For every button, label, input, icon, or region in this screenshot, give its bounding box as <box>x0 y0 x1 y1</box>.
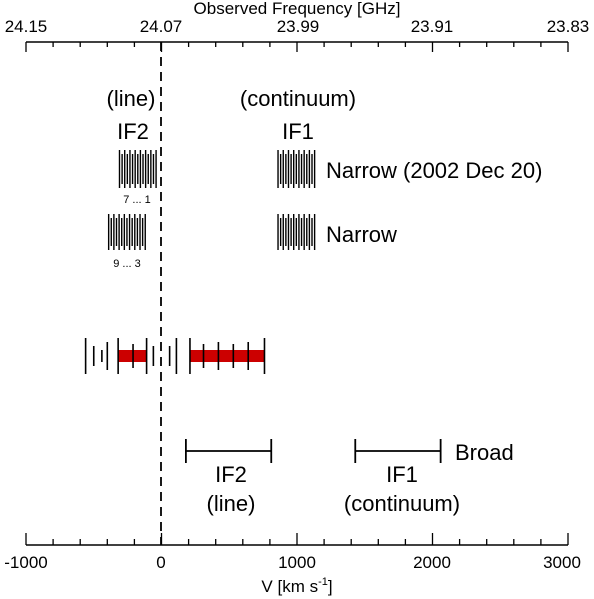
top-axis: Observed Frequency [GHz] 24.15 24.07 23.… <box>5 0 590 52</box>
bottom-axis-title-end: ] <box>328 577 333 596</box>
channel-range-label: 7 ... 1 <box>123 194 151 206</box>
label-if1-top: IF1 <box>282 119 314 144</box>
top-tick-label: 24.15 <box>5 17 48 36</box>
channel-range-label: 9 ... 3 <box>113 258 141 270</box>
bottom-tick-label: 2000 <box>413 553 451 572</box>
label-narrow-2002: Narrow (2002 Dec 20) <box>326 158 542 183</box>
sampled-channels-row <box>84 338 266 374</box>
label-if2-bottom: IF2 <box>215 462 247 487</box>
top-tick-label: 23.83 <box>547 17 590 36</box>
label-line-top: (line) <box>107 86 156 111</box>
top-tick-label: 24.07 <box>140 17 183 36</box>
narrow-row <box>107 214 316 250</box>
label-continuum-bottom: (continuum) <box>344 491 460 516</box>
bottom-axis-title-main: V [km s <box>261 577 318 596</box>
label-if2-top: IF2 <box>117 119 149 144</box>
highlighted-band <box>189 350 265 362</box>
label-narrow: Narrow <box>326 222 397 247</box>
label-line-bottom: (line) <box>207 491 256 516</box>
label-continuum-top: (continuum) <box>240 86 356 111</box>
top-axis-title: Observed Frequency [GHz] <box>194 0 401 18</box>
bottom-axis-title-sup: -1 <box>318 576 328 588</box>
label-broad: Broad <box>455 440 514 465</box>
bottom-tick-label: 1000 <box>278 553 316 572</box>
bottom-axis-ticks <box>25 533 569 545</box>
bottom-tick-label: -1000 <box>4 553 47 572</box>
top-tick-label: 23.99 <box>277 17 320 36</box>
narrow-2002-row <box>118 150 316 188</box>
broad-row <box>184 439 442 463</box>
bottom-tick-label: 0 <box>156 553 165 572</box>
bottom-tick-label: 3000 <box>543 553 581 572</box>
label-if1-bottom: IF1 <box>386 462 418 487</box>
bottom-axis: -1000 0 1000 2000 3000 V [km s-1] <box>4 533 581 596</box>
top-axis-ticks <box>25 42 569 52</box>
top-tick-label: 23.91 <box>411 17 454 36</box>
bottom-axis-title: V [km s-1] <box>261 576 332 596</box>
